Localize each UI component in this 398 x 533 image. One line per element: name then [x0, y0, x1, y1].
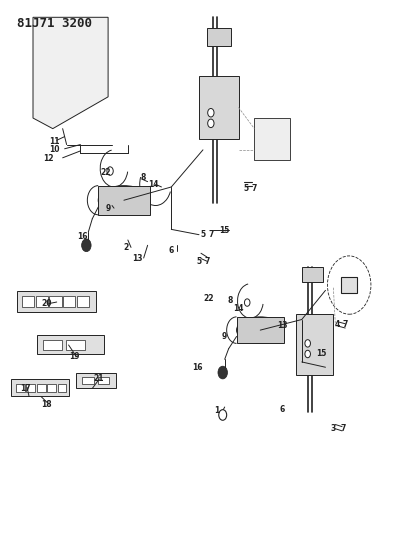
Bar: [16, 384, 25, 392]
Text: 7: 7: [208, 230, 214, 239]
Bar: [76, 373, 116, 389]
Bar: [11, 379, 68, 397]
Text: 21: 21: [93, 374, 103, 383]
Bar: [58, 384, 66, 392]
Circle shape: [208, 119, 214, 127]
Text: 9: 9: [105, 204, 111, 213]
Text: 6: 6: [279, 405, 285, 414]
Text: 17: 17: [20, 384, 30, 393]
Polygon shape: [33, 17, 108, 128]
Text: 81J71 3200: 81J71 3200: [17, 17, 92, 30]
Text: 7: 7: [204, 257, 210, 265]
Text: 4: 4: [335, 320, 340, 329]
Bar: [49, 296, 62, 308]
Bar: [66, 340, 85, 350]
Text: 10: 10: [49, 146, 60, 155]
Bar: [37, 384, 46, 392]
Bar: [26, 384, 35, 392]
Ellipse shape: [98, 185, 150, 215]
Text: 7: 7: [341, 424, 346, 433]
Text: 16: 16: [77, 232, 88, 241]
Text: 20: 20: [41, 299, 52, 308]
Text: 13: 13: [133, 254, 143, 263]
Text: 12: 12: [43, 155, 54, 164]
Bar: [98, 186, 150, 215]
Circle shape: [305, 340, 310, 347]
Bar: [63, 296, 75, 308]
Text: 14: 14: [148, 180, 159, 189]
Text: 14: 14: [233, 304, 244, 313]
Circle shape: [82, 239, 91, 252]
Bar: [296, 314, 334, 375]
Text: 5: 5: [197, 257, 201, 265]
Text: 18: 18: [41, 400, 52, 409]
Text: 19: 19: [69, 352, 80, 361]
Text: 1: 1: [214, 406, 219, 415]
Text: 11: 11: [49, 138, 60, 147]
Text: 16: 16: [192, 363, 202, 372]
Text: 7: 7: [343, 320, 348, 329]
Text: 15: 15: [316, 350, 327, 359]
Bar: [302, 266, 324, 282]
Text: 9: 9: [222, 332, 227, 341]
Text: 5: 5: [200, 230, 205, 239]
Bar: [36, 296, 48, 308]
Bar: [199, 76, 238, 139]
Bar: [98, 377, 109, 384]
Text: 15: 15: [220, 226, 230, 235]
Text: 7: 7: [252, 183, 257, 192]
Bar: [22, 296, 34, 308]
Bar: [207, 28, 230, 46]
Circle shape: [219, 410, 227, 420]
Text: 8: 8: [141, 173, 146, 182]
Text: 8: 8: [228, 296, 233, 305]
Bar: [17, 292, 96, 312]
Circle shape: [218, 366, 227, 379]
Text: 5: 5: [244, 183, 249, 192]
Circle shape: [244, 299, 250, 306]
Text: 2: 2: [123, 244, 129, 253]
Bar: [254, 118, 290, 160]
Ellipse shape: [236, 317, 284, 343]
Bar: [82, 377, 94, 384]
Circle shape: [208, 109, 214, 117]
Circle shape: [305, 350, 310, 358]
Bar: [37, 335, 104, 354]
Bar: [47, 384, 56, 392]
Bar: [43, 340, 62, 350]
Bar: [77, 296, 89, 308]
Bar: [236, 317, 284, 343]
Bar: [341, 277, 357, 293]
Text: 6: 6: [169, 246, 174, 255]
Text: 22: 22: [101, 167, 111, 176]
Circle shape: [107, 167, 113, 175]
Text: 22: 22: [204, 294, 214, 303]
Text: 3: 3: [331, 424, 336, 433]
Text: 13: 13: [277, 321, 287, 330]
